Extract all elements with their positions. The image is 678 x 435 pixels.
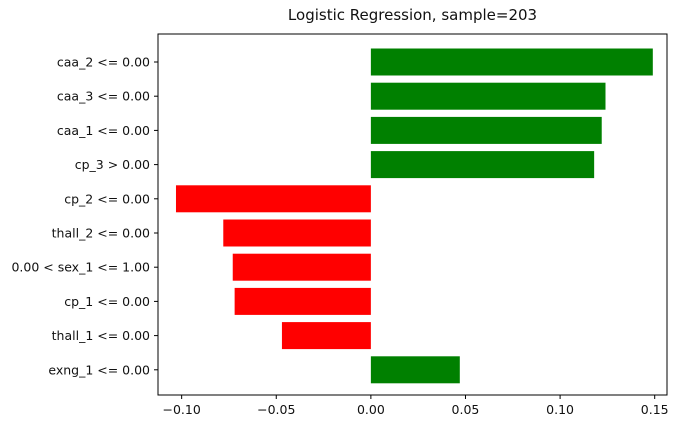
y-tick-label-7: cp_1 <= 0.00 (64, 294, 150, 309)
y-tick-label-5: thall_2 <= 0.00 (52, 226, 150, 241)
chart-title: Logistic Regression, sample=203 (287, 6, 538, 24)
bar-9 (370, 356, 460, 384)
y-tick-label-3: cp_3 > 0.00 (75, 157, 150, 172)
y-tick-label-0: caa_2 <= 0.00 (57, 55, 150, 70)
bar-8 (281, 322, 371, 350)
y-tick-label-9: exng_1 <= 0.00 (48, 362, 150, 377)
bar-5 (223, 219, 371, 247)
y-tick-label-4: cp_2 <= 0.00 (64, 191, 150, 206)
labels-layer: caa_2 <= 0.00 caa_3 <= 0.00 caa_1 <= 0.00 c… (11, 55, 668, 418)
y-tick-label-6: 0.00 < sex_1 <= 1.00 (11, 260, 150, 275)
bar-2 (370, 116, 602, 144)
bar-4 (175, 185, 371, 213)
bars-layer (175, 48, 653, 384)
y-tick-label-8: thall_1 <= 0.00 (52, 328, 150, 343)
bar-7 (234, 287, 371, 315)
x-tick-label-3: 0.05 (452, 402, 480, 417)
x-tick-label-4: 0.10 (546, 402, 574, 417)
y-tick-label-2: caa_1 <= 0.00 (57, 123, 150, 138)
bar-1 (370, 82, 606, 110)
plot-frame (157, 33, 668, 396)
y-tick-label-1: caa_3 <= 0.00 (57, 89, 150, 104)
axes-layer (154, 33, 668, 399)
x-tick-label-1: −0.05 (257, 402, 295, 417)
bar-3 (370, 151, 595, 179)
bar-6 (232, 253, 371, 281)
x-tick-label-5: 0.15 (641, 402, 669, 417)
x-tick-label-0: −0.10 (162, 402, 200, 417)
bar-0 (370, 48, 653, 76)
x-tick-label-2: 0.00 (357, 402, 385, 417)
